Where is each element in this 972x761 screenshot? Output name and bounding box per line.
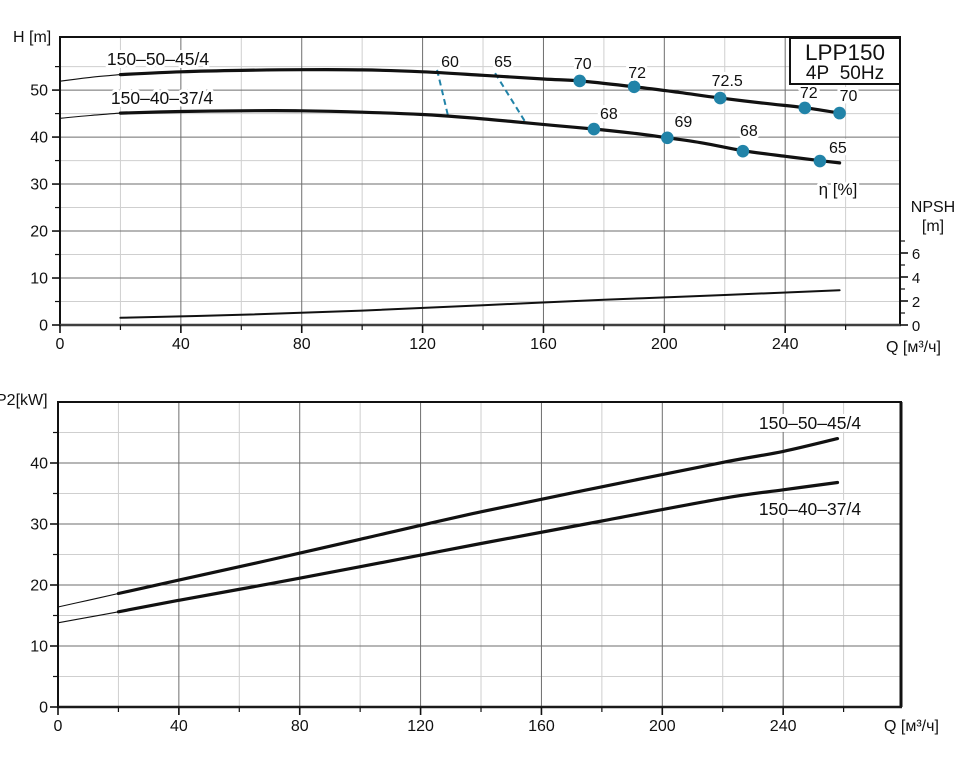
y-tick-label: 0 xyxy=(39,700,48,717)
x-tick-label: 80 xyxy=(293,336,311,353)
x-tick-label: 0 xyxy=(54,718,63,735)
curve-thin-segment xyxy=(57,592,119,608)
x-tick-label: 80 xyxy=(291,718,309,735)
efficiency-label: 65 xyxy=(829,140,847,157)
x-tick-label: 120 xyxy=(409,336,436,353)
efficiency-isoline-label: 60 xyxy=(441,54,459,71)
npsh-axis-unit: [m] xyxy=(922,218,944,235)
grid xyxy=(60,37,900,325)
efficiency-point xyxy=(573,74,587,88)
x-tick-label: 40 xyxy=(172,336,190,353)
curve-thin-segment xyxy=(59,74,121,82)
series-label: 150–40–37/4 xyxy=(759,499,861,519)
y-tick-label: 40 xyxy=(30,130,48,147)
npsh-tick-label: 6 xyxy=(912,246,920,263)
curve-main-segment xyxy=(116,437,840,596)
efficiency-label: 72 xyxy=(628,65,646,82)
npsh-tick-label: 2 xyxy=(912,294,920,311)
efficiency-isoline xyxy=(436,69,450,118)
x-tick-label: 0 xyxy=(56,336,65,353)
series-label: 150–50–45/4 xyxy=(759,413,861,433)
y-tick-label: 20 xyxy=(30,224,48,241)
title-box-frame xyxy=(789,37,901,85)
pump-model-subtitle: 4P 50Hz xyxy=(806,63,884,84)
npsh-axis-title: NPSH xyxy=(911,199,955,216)
efficiency-label: 68 xyxy=(740,123,758,140)
x-tick-label: 240 xyxy=(772,336,799,353)
efficiency-unit-label: η [%] xyxy=(819,180,858,199)
axis-ticks xyxy=(50,431,845,715)
x-axis-title: Q [м³/ч] xyxy=(886,339,941,356)
curve-series-150-40-37-4 xyxy=(57,480,840,624)
y-tick-label: 40 xyxy=(30,456,48,473)
x-tick-label: 160 xyxy=(530,336,557,353)
x-tick-label: 120 xyxy=(407,718,434,735)
y-tick-label: 30 xyxy=(30,177,48,194)
npsh-axis: 0 2 4 6 NPSH [m] xyxy=(900,199,955,335)
x-tick-label: 200 xyxy=(651,336,678,353)
efficiency-isoline xyxy=(494,72,527,123)
pump-model-title: LPP150 xyxy=(805,40,885,65)
curve-thin-segment xyxy=(57,611,119,624)
grid xyxy=(58,402,901,707)
curve-series-150-50-45-4 xyxy=(57,437,840,608)
curve-series-150-40-37-4 xyxy=(59,109,842,165)
x-tick-label: 160 xyxy=(528,718,555,735)
y-tick-label: 10 xyxy=(30,271,48,288)
x-tick-label: 240 xyxy=(770,718,797,735)
y-axis-title: P2[kW] xyxy=(0,392,48,409)
axis-ticks xyxy=(52,65,847,333)
efficiency-point xyxy=(798,101,812,115)
efficiency-point xyxy=(736,144,750,158)
y-tick-label: 50 xyxy=(30,83,48,100)
efficiency-label: 72 xyxy=(800,85,818,102)
series-label: 150–50–45/4 xyxy=(107,49,209,69)
efficiency-label: 68 xyxy=(600,106,618,123)
efficiency-label: 70 xyxy=(574,56,592,73)
curve-main-segment xyxy=(118,68,842,115)
y-tick-label: 30 xyxy=(30,517,48,534)
efficiency-label: 70 xyxy=(840,88,858,105)
efficiency-point xyxy=(587,122,601,136)
curve-main-segment xyxy=(116,480,840,614)
npsh-tick-label: 0 xyxy=(912,318,920,335)
x-axis-title: Q [м³/ч] xyxy=(884,718,939,735)
efficiency-isoline-label: 65 xyxy=(494,54,512,71)
plot-frame xyxy=(59,36,901,327)
efficiency-point xyxy=(833,106,846,120)
y-tick-label: 0 xyxy=(39,318,48,335)
x-tick-label: 200 xyxy=(649,718,676,735)
x-tick-label: 40 xyxy=(170,718,188,735)
efficiency-label: 72.5 xyxy=(712,73,743,90)
power-chart: 0 40 80 120 160 200 240 0 10 20 30 40 P2[kW] Q [м³/ч]… xyxy=(0,392,939,735)
efficiency-point xyxy=(813,154,827,168)
efficiency-label: 69 xyxy=(674,114,692,131)
efficiency-point xyxy=(661,131,674,145)
series-label: 150–40–37/4 xyxy=(111,88,213,108)
y-axis-title: H [m] xyxy=(13,29,51,46)
curve-main-segment xyxy=(118,109,842,165)
efficiency-point xyxy=(627,80,641,94)
y-tick-label: 10 xyxy=(30,639,48,656)
efficiency-point xyxy=(713,91,727,105)
npsh-curve xyxy=(119,289,841,319)
curve-series-150-50-45-4 xyxy=(59,68,842,115)
curve-thin-segment xyxy=(59,112,121,119)
y-tick-label: 20 xyxy=(30,578,48,595)
npsh-tick-label: 4 xyxy=(912,270,920,287)
